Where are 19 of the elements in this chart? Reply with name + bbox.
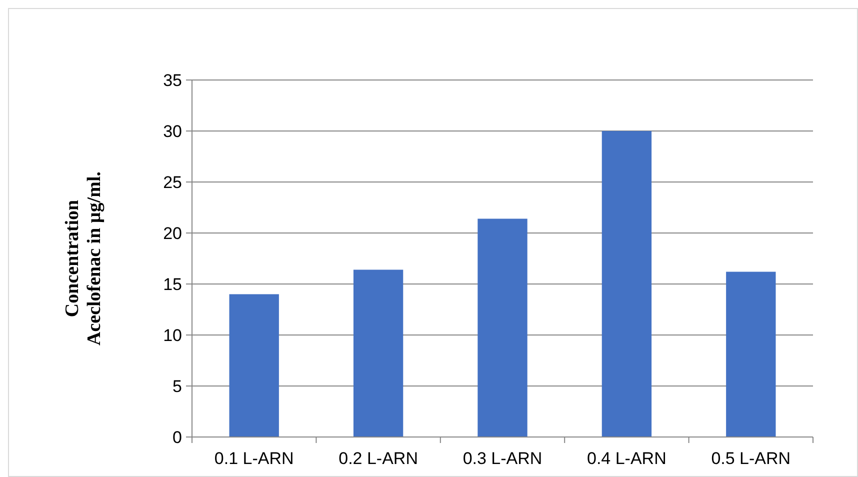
x-tick-label: 0.2 L-ARN (338, 449, 418, 468)
y-tick-label: 35 (163, 70, 182, 90)
y-tick-label: 20 (163, 224, 182, 243)
y-tick-label: 0 (172, 428, 182, 447)
bar (602, 131, 652, 437)
x-tick-label: 0.5 L-ARN (711, 449, 791, 468)
y-axis-title: Concentration Aceclofenac in µg/ml. (62, 172, 105, 346)
bar (726, 272, 776, 437)
bar (353, 270, 404, 437)
x-tick-label: 0.3 L-ARN (462, 449, 542, 468)
y-tick-label: 25 (163, 172, 182, 192)
bar (478, 218, 528, 437)
x-tick-label: 0.4 L-ARN (587, 449, 666, 468)
x-tick-label: 0.1 L-ARN (214, 449, 294, 468)
y-tick-label: 15 (163, 274, 182, 294)
y-tick-label: 30 (163, 122, 182, 141)
y-tick-label: 5 (172, 376, 182, 396)
y-tick-label: 10 (163, 326, 182, 345)
bar (229, 294, 279, 437)
